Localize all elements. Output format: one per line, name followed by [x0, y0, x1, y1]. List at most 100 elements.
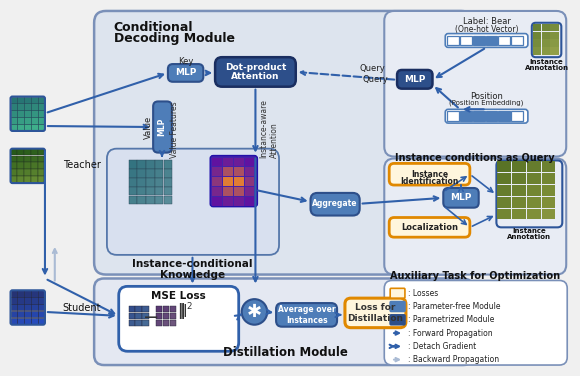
Text: MLP: MLP [175, 68, 196, 77]
Bar [170, 313, 176, 319]
Bar [550, 47, 559, 55]
Text: Dot-product: Dot-product [224, 62, 286, 71]
Bar [533, 32, 541, 39]
Bar [137, 169, 146, 178]
Bar [129, 178, 137, 186]
Text: $\mathbf{\Vert}$: $\mathbf{\Vert}$ [177, 301, 184, 321]
Bar [24, 169, 31, 176]
Bar [498, 36, 510, 45]
Bar [38, 149, 45, 155]
Bar [245, 158, 255, 166]
Bar [24, 97, 31, 103]
Bar [136, 320, 142, 326]
Text: Value: Value [144, 115, 153, 139]
Bar [485, 111, 498, 121]
Bar [223, 197, 233, 206]
Text: Identification: Identification [400, 177, 459, 186]
FancyBboxPatch shape [107, 149, 279, 255]
Bar [212, 158, 222, 166]
Bar [17, 169, 24, 176]
Bar [212, 187, 222, 196]
Text: MLP: MLP [404, 75, 426, 84]
FancyBboxPatch shape [94, 11, 473, 274]
Text: : Losses: : Losses [408, 289, 438, 298]
Text: : Parametrized Module: : Parametrized Module [408, 315, 494, 324]
Text: Teacher: Teacher [63, 161, 100, 170]
Bar [129, 169, 137, 178]
Bar [31, 124, 38, 130]
Text: −: − [143, 308, 160, 327]
Bar [10, 156, 17, 162]
Bar [31, 304, 38, 311]
Bar [245, 177, 255, 186]
Text: Instance: Instance [530, 59, 563, 65]
Bar [38, 169, 45, 176]
Bar [24, 318, 31, 324]
Text: : Backward Propagation: : Backward Propagation [408, 355, 499, 364]
FancyBboxPatch shape [390, 288, 405, 298]
Bar [24, 162, 31, 169]
Bar [24, 304, 31, 311]
Bar [10, 304, 17, 311]
Bar [542, 47, 550, 55]
Bar [17, 297, 24, 303]
Text: MLP: MLP [450, 193, 472, 202]
Bar [498, 185, 511, 196]
Bar [38, 103, 45, 110]
FancyBboxPatch shape [94, 279, 473, 365]
Bar [485, 36, 498, 45]
Bar [17, 318, 24, 324]
Bar [542, 32, 550, 39]
Text: Student: Student [63, 303, 101, 313]
Bar [542, 197, 556, 208]
Bar [223, 187, 233, 196]
Bar [142, 320, 148, 326]
Bar [542, 24, 550, 31]
Bar [10, 103, 17, 110]
Bar [533, 47, 541, 55]
Text: Query: Query [362, 75, 388, 84]
Bar [146, 169, 155, 178]
Bar [460, 111, 472, 121]
FancyBboxPatch shape [390, 302, 405, 311]
Bar [527, 185, 541, 196]
Text: Knowledge: Knowledge [160, 270, 225, 280]
Bar [234, 177, 244, 186]
Bar [512, 173, 526, 184]
Bar [31, 318, 38, 324]
Bar [10, 176, 17, 183]
Text: (One-hot Vector): (One-hot Vector) [455, 25, 519, 34]
Bar [17, 103, 24, 110]
Text: Loss for
Distillation: Loss for Distillation [347, 303, 404, 323]
Text: ✱: ✱ [247, 303, 262, 321]
Bar [10, 149, 17, 155]
Bar [234, 187, 244, 196]
Bar [473, 36, 485, 45]
Text: MLP: MLP [158, 118, 166, 136]
Bar [146, 196, 155, 204]
Text: Conditional: Conditional [114, 21, 193, 34]
FancyBboxPatch shape [310, 193, 360, 215]
Text: Localization: Localization [401, 223, 458, 232]
Bar [24, 110, 31, 117]
Bar [512, 161, 526, 172]
Bar [212, 177, 222, 186]
FancyBboxPatch shape [385, 159, 566, 274]
Bar [17, 110, 24, 117]
Bar [164, 196, 172, 204]
Bar [498, 161, 511, 172]
Text: Attention: Attention [270, 122, 278, 158]
Text: Instance conditions as Query: Instance conditions as Query [395, 153, 554, 162]
FancyBboxPatch shape [445, 33, 528, 47]
Bar [137, 178, 146, 186]
Bar [498, 173, 511, 184]
Bar [527, 161, 541, 172]
Bar [38, 124, 45, 130]
Bar [245, 187, 255, 196]
Bar [17, 176, 24, 183]
Bar [31, 169, 38, 176]
Bar [10, 311, 17, 317]
Bar [129, 187, 137, 196]
Bar [498, 111, 510, 121]
Bar [155, 169, 164, 178]
